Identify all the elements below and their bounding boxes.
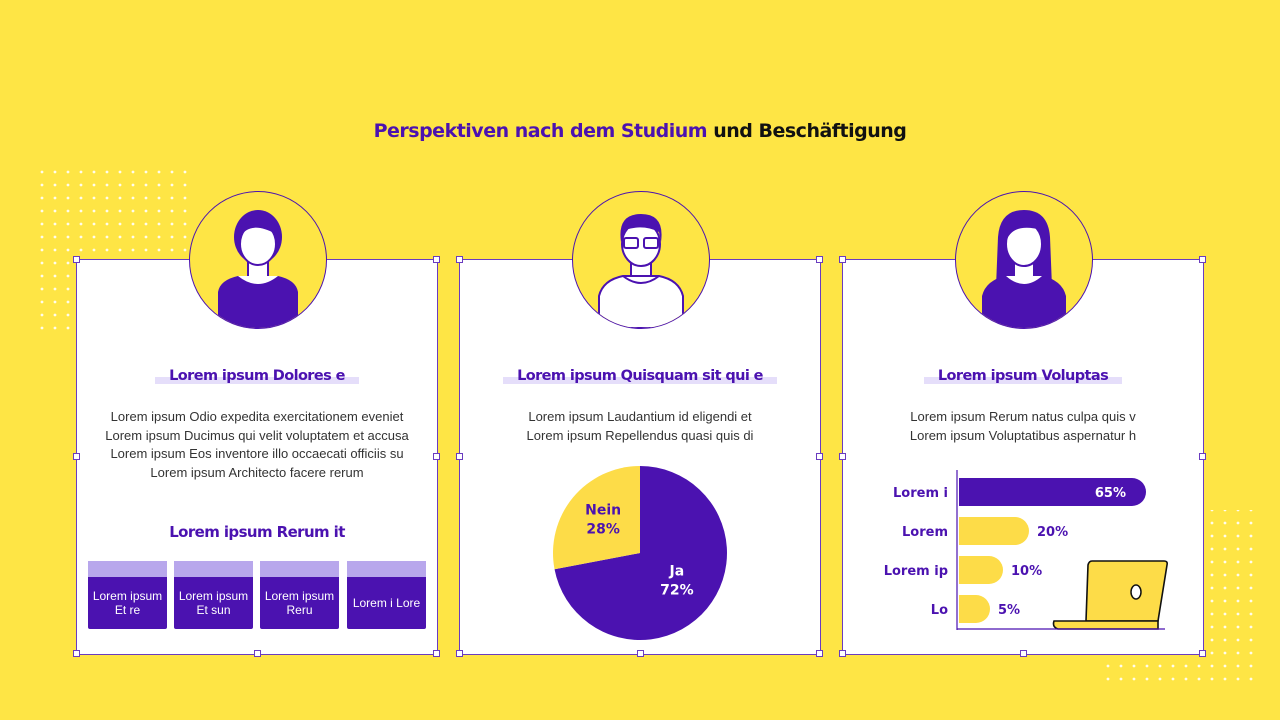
selection-handle [456,256,463,263]
bar-corner [959,556,973,584]
bar-value-label: 10% [1011,564,1042,579]
title: Perspektiven nach dem Studium und Beschä… [0,120,1280,142]
text-line: Lorem ipsum Eos inventore illo occaecati… [110,446,404,461]
selection-handle [637,650,644,657]
selection-handle [456,650,463,657]
bar [959,478,1146,506]
text-line: Lorem ipsum Voluptatibus aspernatur h [909,427,1137,443]
selection-handle [839,650,846,657]
selection-handle [73,453,80,460]
selection-handle [456,453,463,460]
pie-label: Ja [669,564,685,580]
avatar [189,191,327,329]
selection-handle [1199,650,1206,657]
heading-text: Lorem ipsum Dolores e [155,368,359,384]
bar-corner [959,478,973,506]
selection-handle [1020,650,1027,657]
bar-corner [959,595,973,623]
text-line: Lorem ipsum Ducimus qui velit voluptatem… [105,427,409,443]
avatar-icon [982,210,1066,328]
info-box: Lorem ipsum Et sun [174,561,253,629]
selection-handle [433,453,440,460]
card-text: Lorem ipsum Odio expedita exercitationem… [77,408,437,482]
selection-handle [73,256,80,263]
bar-value-label: 65% [1095,486,1126,501]
text-line: Lorem ipsum Repellendus quasi quis di [526,427,754,443]
card-text: Lorem ipsum Laudantium id eligendi et Lor… [460,408,820,445]
selection-handle [816,256,823,263]
selection-handle [839,453,846,460]
bar-value-label: 20% [1037,525,1068,540]
card-subheading: Lorem ipsum Rerum it [169,523,345,541]
bar [959,517,1029,545]
card-text: Lorem ipsum Rerum natus culpa quis v Lore… [843,408,1203,445]
selection-handle [254,650,261,657]
bar-value-label: 5% [998,603,1020,618]
info-box: Lorem ipsum Et re [88,561,167,629]
avatar-icon [598,214,684,328]
title-part: und Beschäftigung [713,120,907,142]
selection-handle [1199,256,1206,263]
avatar [572,191,710,329]
avatar-icon [218,210,298,328]
bar-corner [959,517,973,545]
selection-handle [73,650,80,657]
info-box: Lorem i Lore [347,561,426,629]
selection-handle [816,453,823,460]
text-line: Lorem ipsum Odio expedita exercitationem… [110,409,404,424]
avatar [955,191,1093,329]
info-box: Lorem ipsum Reru [260,561,339,629]
text-line: Lorem ipsum Rerum natus culpa quis v [910,409,1136,424]
card-heading: Lorem ipsum Voluptas [843,368,1203,384]
bar-category: Lorem [902,525,948,540]
pie-slice [554,466,727,640]
bar-category: Lorem i [893,486,948,501]
card-heading: Lorem ipsum Quisquam sit qui e [460,368,820,384]
pie-slice [553,466,640,570]
bar-category: Lorem ip [884,564,948,579]
pie-label: Nein [585,502,621,518]
heading-text: Lorem ipsum Voluptas [923,368,1123,384]
text-line: Lorem ipsum Architecto facere rerum [150,464,364,480]
pie-value-label: 28% [586,521,620,537]
title-part: Perspektiven nach dem Studium [373,120,708,142]
laptop-icon [1052,560,1168,630]
selection-handle [433,256,440,263]
heading-text: Lorem ipsum Quisquam sit qui e [503,368,777,384]
bar-category: Lo [931,603,948,618]
selection-handle [1199,453,1206,460]
bar-chart: Lorem i 65% Lorem 20% Lorem ip 10% Lo 5% [884,470,1168,630]
text-line: Lorem ipsum Laudantium id eligendi et [528,409,752,424]
selection-handle [839,256,846,263]
card-heading: Lorem ipsum Dolores e [77,368,437,384]
pie-value-label: 72% [660,583,694,599]
selection-handle [433,650,440,657]
pie-chart: Ja 72% Nein 28% [553,466,727,640]
selection-handle [816,650,823,657]
